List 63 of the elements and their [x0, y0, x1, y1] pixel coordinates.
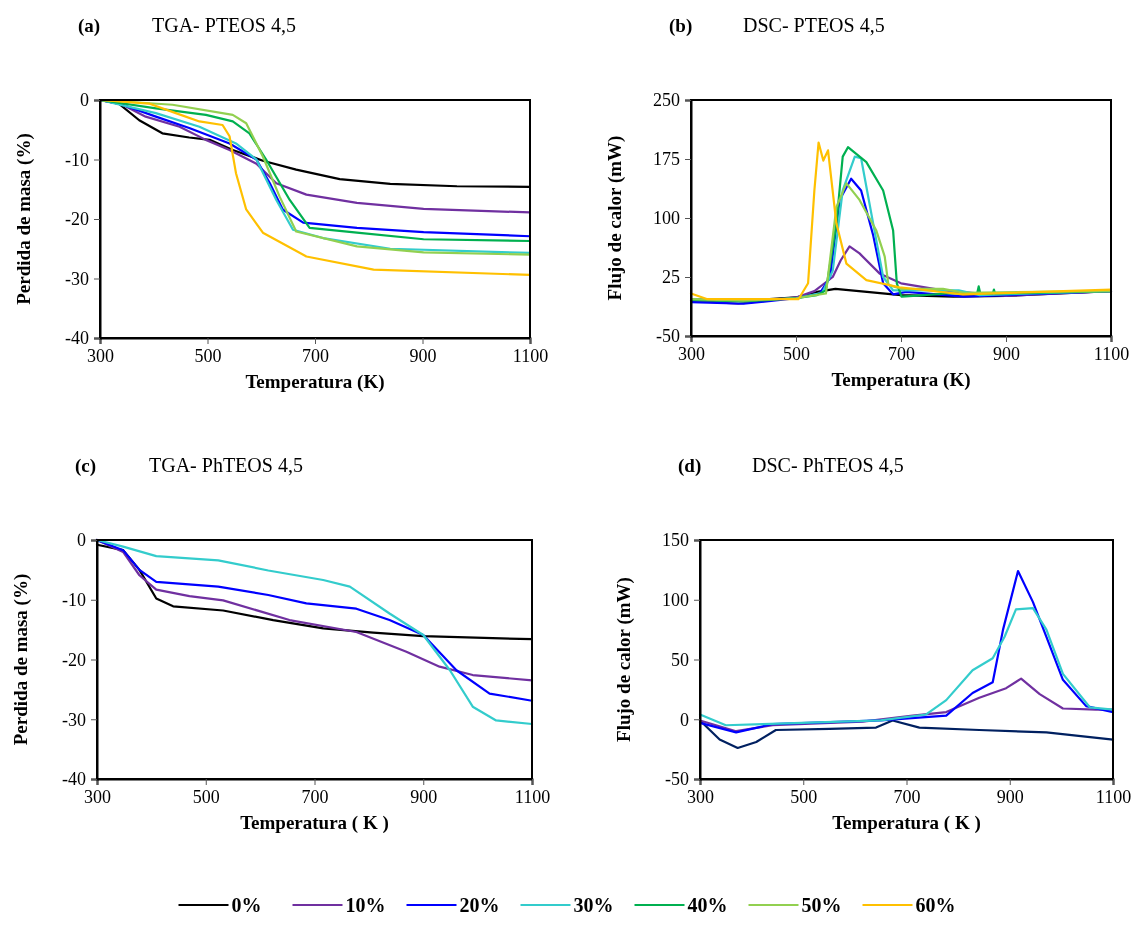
y-tick-label: -10: [65, 149, 89, 170]
x-tick-label: 300: [687, 786, 714, 807]
y-axis-title: Perdida de masa (%): [13, 133, 35, 305]
y-tick-label: 0: [77, 530, 86, 551]
chart-subtitle: DSC- PTEOS 4,5: [743, 14, 885, 36]
legend-label: 30%: [573, 894, 614, 916]
x-tick-label: 1100: [1095, 786, 1132, 807]
chart-subtitle: DSC- PhTEOS 4,5: [752, 454, 904, 476]
chart-subtitle: TGA- PhTEOS 4,5: [149, 454, 303, 476]
x-tick-label: 300: [678, 343, 705, 364]
chart-title: (c): [75, 455, 97, 477]
legend-label: 20%: [459, 894, 500, 916]
y-tick-label: -10: [62, 590, 86, 611]
x-tick-label: 700: [302, 345, 329, 366]
x-tick-label: 900: [410, 786, 438, 807]
y-tick-label: -50: [665, 769, 689, 790]
x-tick-label: 1100: [514, 786, 551, 807]
y-axis-title: Flujo de calor (mW): [613, 577, 635, 742]
y-tick-label: 0: [680, 709, 689, 730]
x-tick-label: 500: [790, 786, 818, 807]
legend-label: 10%: [345, 894, 386, 916]
y-tick-label: 50: [671, 649, 689, 670]
y-tick-label: 150: [662, 530, 689, 551]
x-tick-label: 700: [888, 343, 915, 364]
x-axis-title: Temperatura (K): [831, 369, 971, 391]
x-tick-label: 900: [409, 345, 437, 366]
x-tick-label: 500: [194, 345, 222, 366]
chart-subtitle: TGA- PTEOS 4,5: [152, 14, 296, 36]
y-tick-label: 100: [653, 208, 680, 229]
y-tick-label: -50: [656, 326, 680, 347]
x-tick-label: 700: [301, 786, 329, 807]
y-axis-title: Perdida de masa (%): [10, 573, 32, 746]
x-tick-label: 700: [893, 786, 921, 807]
y-tick-label: -20: [65, 209, 89, 230]
x-tick-label: 300: [87, 345, 114, 366]
legend-label: 50%: [801, 894, 842, 916]
x-axis-title: Temperatura ( K ): [832, 812, 981, 834]
y-tick-label: -30: [62, 709, 86, 730]
legend-label: 40%: [687, 894, 728, 916]
x-tick-label: 300: [84, 786, 111, 807]
y-tick-label: 0: [80, 90, 89, 111]
x-tick-label: 900: [993, 343, 1020, 364]
x-axis-title: Temperatura (K): [245, 371, 385, 393]
y-tick-label: -30: [65, 268, 89, 289]
x-tick-label: 500: [192, 786, 220, 807]
chart-title: (d): [678, 455, 702, 477]
legend-label: 0%: [231, 894, 262, 916]
x-tick-label: 500: [783, 343, 810, 364]
chart-title: (b): [669, 15, 693, 37]
y-tick-label: 100: [662, 590, 689, 611]
y-tick-label: 25: [662, 267, 680, 288]
legend-label: 60%: [915, 894, 956, 916]
chart-title: (a): [78, 15, 101, 37]
y-tick-label: -20: [62, 649, 86, 670]
y-tick-label: 250: [653, 90, 680, 111]
y-tick-label: -40: [65, 328, 89, 349]
y-tick-label: 175: [653, 149, 680, 170]
y-tick-label: -40: [62, 769, 86, 790]
x-tick-label: 1100: [1093, 343, 1130, 364]
x-tick-label: 900: [996, 786, 1024, 807]
y-axis-title: Flujo de calor (mW): [604, 135, 626, 301]
x-tick-label: 1100: [512, 345, 549, 366]
x-axis-title: Temperatura ( K ): [240, 812, 389, 834]
